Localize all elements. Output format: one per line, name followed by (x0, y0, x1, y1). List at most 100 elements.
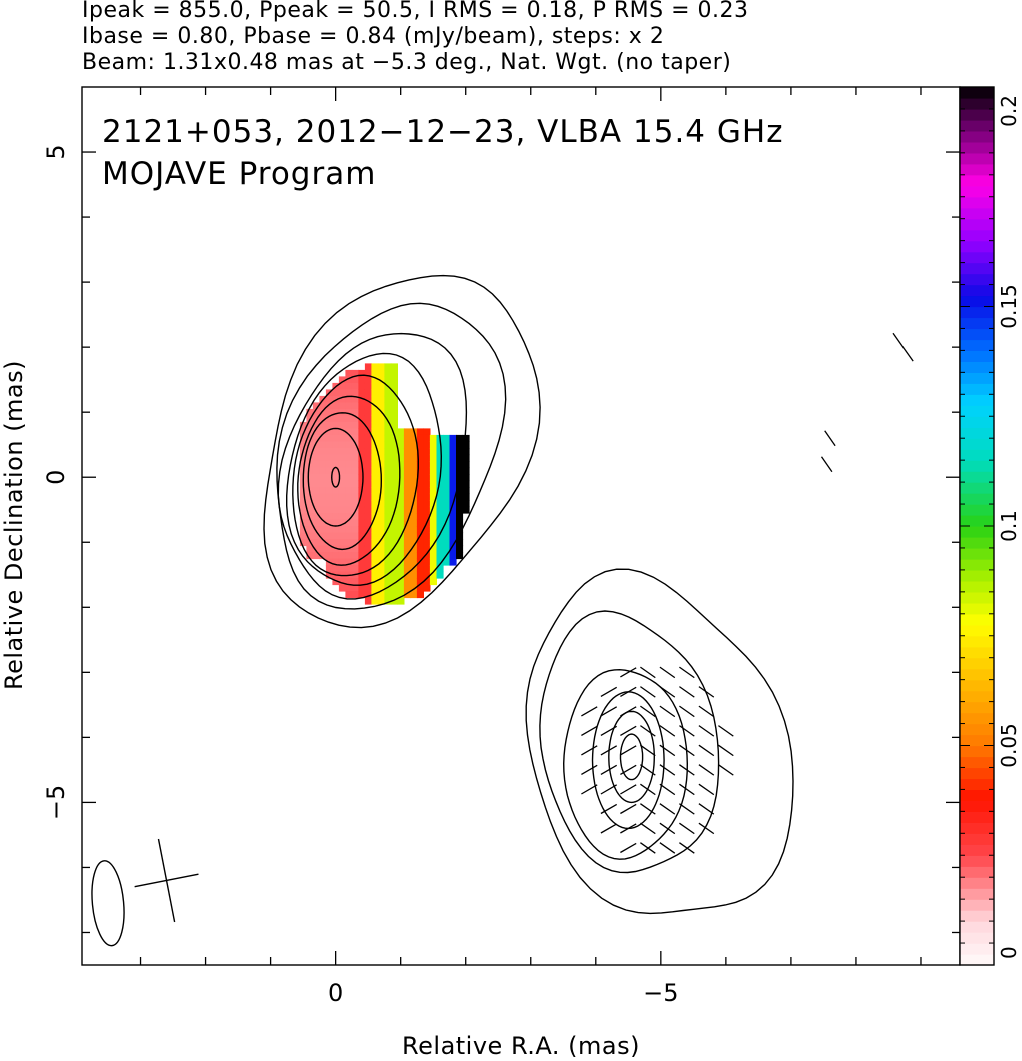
fracpol-pixel (403, 584, 411, 592)
evpa-tick (640, 842, 656, 854)
evpa-tick (600, 725, 618, 736)
evpa-tick (600, 784, 618, 795)
fracpol-pixel (319, 408, 327, 416)
fracpol-pixel (403, 428, 411, 436)
chart-title: 2121+053, 2012−12−23, VLBA 15.4 GHz (102, 114, 783, 150)
colorbar-segment (960, 383, 994, 395)
fracpol-pixel (332, 461, 340, 469)
fracpol-pixel (345, 584, 353, 592)
fracpol-pixel (443, 467, 451, 475)
fracpol-pixel (345, 467, 353, 475)
jet-contour (525, 568, 794, 915)
fracpol-pixel (384, 428, 392, 436)
fracpol-pixel (449, 539, 457, 547)
fracpol-pixel (371, 363, 379, 371)
fracpol-pixel (390, 415, 398, 423)
fracpol-pixel (456, 480, 464, 488)
fracpol-pixel (351, 519, 359, 527)
fracpol-pixel (345, 545, 353, 553)
fracpol-pixel (443, 526, 451, 534)
colorbar-segment (960, 130, 994, 143)
colorbar-segment (960, 449, 994, 461)
fracpol-pixel (364, 519, 372, 527)
fracpol-pixel (364, 448, 372, 456)
fracpol-pixel (345, 448, 353, 456)
colorbar-segment (960, 295, 994, 308)
fracpol-pixel (371, 408, 379, 416)
fracpol-pixel (351, 467, 359, 475)
fracpol-pixel (377, 493, 385, 501)
fracpol-pixel (345, 382, 353, 390)
fracpol-pixel (456, 454, 464, 462)
fracpol-pixel (403, 467, 411, 475)
fracpol-pixel (384, 539, 392, 547)
evpa-tick (659, 705, 676, 718)
fracpol-pixel (364, 506, 372, 514)
fracpol-pixel (319, 402, 327, 410)
fracpol-pixel (312, 461, 320, 469)
fracpol-pixel (345, 402, 353, 410)
fracpol-pixel (390, 532, 398, 540)
colorbar-segment (960, 87, 994, 99)
y-tick-label: 0 (42, 470, 70, 485)
fracpol-pixel (319, 467, 327, 475)
fracpol-pixel (377, 441, 385, 449)
fracpol-pixel (377, 539, 385, 547)
fracpol-pixel (377, 526, 385, 534)
fracpol-pixel (456, 552, 464, 560)
colorbar-segment (960, 910, 994, 922)
fracpol-pixel (325, 513, 333, 521)
fracpol-pixel (345, 591, 353, 599)
fracpol-pixel (371, 565, 379, 573)
fracpol-pixel (358, 376, 366, 384)
fracpol-pixel (384, 474, 392, 482)
fracpol-pixel (338, 376, 346, 384)
fracpol-pixel (423, 480, 431, 488)
fracpol-pixel (462, 506, 470, 514)
fracpol-pixel (384, 532, 392, 540)
fracpol-pixel (358, 467, 366, 475)
fracpol-pixel (371, 591, 379, 599)
fracpol-pixel (364, 461, 372, 469)
fracpol-pixel (449, 461, 457, 469)
fracpol-pixel (436, 493, 444, 501)
fracpol-pixel (358, 408, 366, 416)
core-contour (330, 466, 341, 488)
fracpol-pixel (312, 428, 320, 436)
evpa-tick (659, 744, 676, 757)
evpa-tick (698, 822, 715, 835)
fracpol-pixel (371, 480, 379, 488)
fracpol-pixel (456, 461, 464, 469)
fracpol-pixel (351, 421, 359, 429)
fracpol-pixel (410, 480, 418, 488)
colorbar-segment (960, 723, 994, 736)
fracpol-pixel (449, 434, 457, 442)
fracpol-pixel (423, 571, 431, 579)
fracpol-pixel (443, 441, 451, 449)
fracpol-pixel (371, 519, 379, 527)
fracpol-pixel (397, 506, 405, 514)
fracpol-pixel (319, 552, 327, 560)
fracpol-pixel (306, 526, 314, 534)
fracpol-pixel (371, 395, 379, 403)
colorbar-segment (960, 844, 994, 856)
fracpol-pixel (338, 474, 346, 482)
x-axis-label: Relative R.A. (mas) (402, 1032, 640, 1060)
jet-contour (619, 733, 644, 781)
fracpol-pixel (364, 467, 372, 475)
fracpol-pixel (351, 428, 359, 436)
fracpol-pixel (338, 382, 346, 390)
evpa-tick (659, 842, 676, 854)
plot-frame (81, 86, 961, 966)
evpa-tick (679, 822, 695, 835)
fracpol-pixel (403, 506, 411, 514)
fracpol-pixel (443, 480, 451, 488)
fracpol-pixel (449, 526, 457, 534)
fracpol-pixel (377, 363, 385, 371)
fracpol-pixel (410, 526, 418, 534)
fracpol-pixel (377, 421, 385, 429)
fracpol-pixel (358, 369, 366, 377)
colorbar-segment (960, 932, 994, 944)
fracpol-pixel (358, 519, 366, 527)
fracpol-pixel (410, 552, 418, 560)
